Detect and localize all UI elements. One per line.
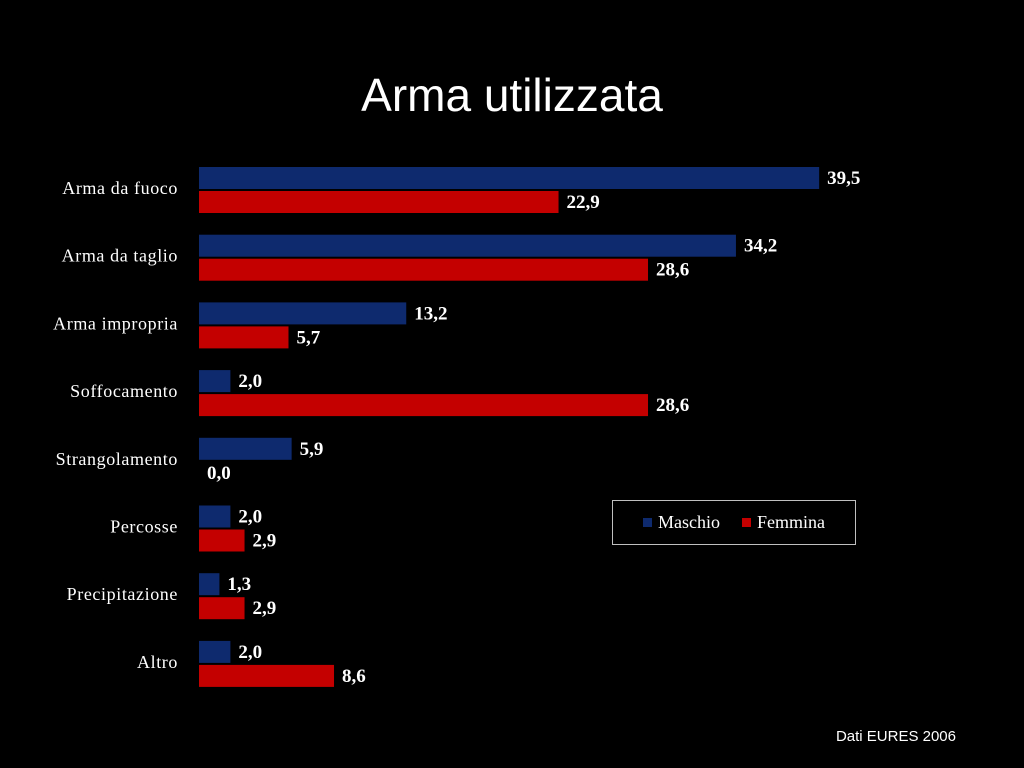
legend-label-maschio: Maschio xyxy=(658,512,720,532)
value-label-maschio-arma-da-fuoco: 39,5 xyxy=(827,168,860,189)
category-label-arma-da-taglio: Arma da taglio xyxy=(62,246,178,266)
chart-legend: Maschio Femmina xyxy=(612,500,856,545)
value-label-maschio-precipitazione: 1,3 xyxy=(227,574,251,595)
bar-femmina-precipitazione xyxy=(199,597,245,620)
value-label-femmina-percosse: 2,9 xyxy=(253,531,277,552)
bar-maschio-strangolamento xyxy=(199,437,292,460)
bar-femmina-arma-da-taglio xyxy=(199,258,649,281)
category-label-percosse: Percosse xyxy=(110,517,178,537)
value-label-maschio-arma-da-taglio: 34,2 xyxy=(744,236,777,257)
bar-femmina-percosse xyxy=(199,529,245,552)
bar-femmina-arma-da-fuoco xyxy=(199,191,559,213)
category-label-arma-da-fuoco: Arma da fuoco xyxy=(62,178,178,198)
legend-label-femmina: Femmina xyxy=(757,512,825,532)
value-label-maschio-altro: 2,0 xyxy=(238,642,262,663)
bar-maschio-arma-impropria xyxy=(199,302,407,325)
bar-maschio-arma-da-fuoco xyxy=(199,167,820,189)
value-label-femmina-precipitazione: 2,9 xyxy=(253,598,277,619)
value-label-femmina-strangolamento: 0,0 xyxy=(207,463,231,484)
value-label-maschio-arma-impropria: 13,2 xyxy=(414,303,447,324)
category-label-strangolamento: Strangolamento xyxy=(56,449,178,469)
category-label-altro: Altro xyxy=(137,652,178,672)
bar-maschio-percosse xyxy=(199,505,231,528)
category-label-arma-impropria: Arma impropria xyxy=(53,313,178,333)
legend-item-maschio: Maschio xyxy=(643,512,720,533)
category-label-soffocamento: Soffocamento xyxy=(70,381,178,401)
category-label-precipitazione: Precipitazione xyxy=(67,584,178,604)
value-label-femmina-altro: 8,6 xyxy=(342,666,366,687)
value-label-femmina-soffocamento: 28,6 xyxy=(656,395,689,416)
value-label-femmina-arma-da-taglio: 28,6 xyxy=(656,260,689,281)
value-label-maschio-percosse: 2,0 xyxy=(238,507,262,528)
bar-femmina-arma-impropria xyxy=(199,326,289,349)
value-label-femmina-arma-da-fuoco: 22,9 xyxy=(567,192,600,213)
bar-maschio-soffocamento xyxy=(199,370,231,393)
page-title: Arma utilizzata xyxy=(361,69,663,121)
value-label-maschio-soffocamento: 2,0 xyxy=(238,371,262,392)
bar-femmina-soffocamento xyxy=(199,394,649,417)
value-label-femmina-arma-impropria: 5,7 xyxy=(296,327,320,348)
legend-swatch-femmina xyxy=(742,518,751,527)
legend-item-femmina: Femmina xyxy=(742,512,825,533)
legend-swatch-maschio xyxy=(643,518,652,527)
source-note: Dati EURES 2006 xyxy=(835,728,956,745)
bar-maschio-altro xyxy=(199,640,231,663)
bar-maschio-precipitazione xyxy=(199,573,220,596)
value-label-maschio-strangolamento: 5,9 xyxy=(300,439,324,460)
bar-femmina-altro xyxy=(199,664,335,687)
bar-maschio-arma-da-taglio xyxy=(199,234,736,257)
